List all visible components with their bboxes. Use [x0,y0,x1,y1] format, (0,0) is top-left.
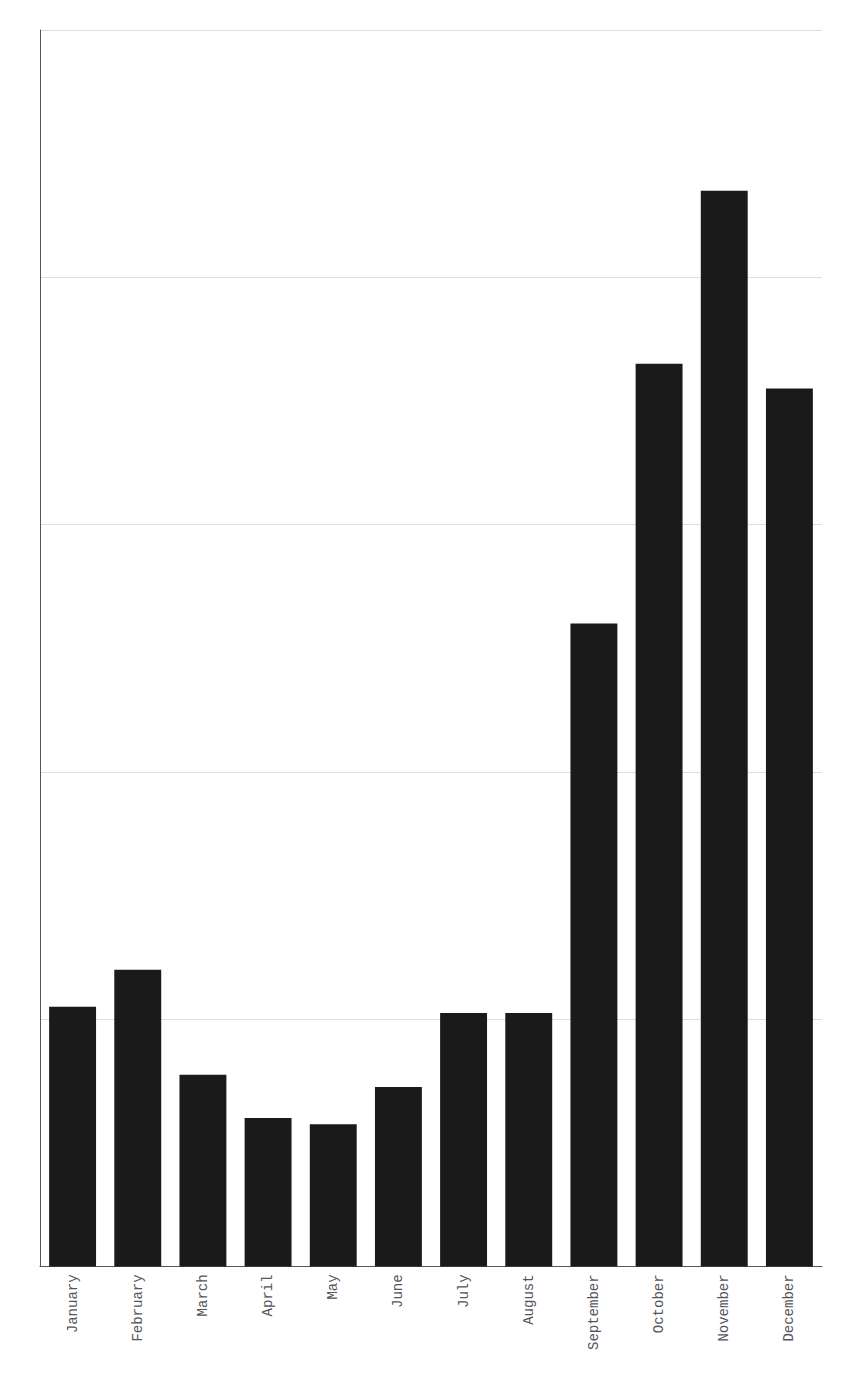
svg-text:July: July [456,1274,472,1308]
svg-text:April: April [260,1274,276,1316]
svg-text:February: February [130,1274,146,1341]
svg-text:December: December [781,1274,797,1341]
svg-text:October: October [651,1274,667,1333]
svg-text:May: May [325,1274,341,1299]
svg-text:June: June [390,1274,406,1308]
svg-text:November: November [716,1274,732,1341]
svg-text:March: March [195,1274,211,1316]
svg-text:August: August [521,1274,537,1324]
svg-text:September: September [586,1274,602,1350]
svg-text:January: January [65,1274,81,1333]
